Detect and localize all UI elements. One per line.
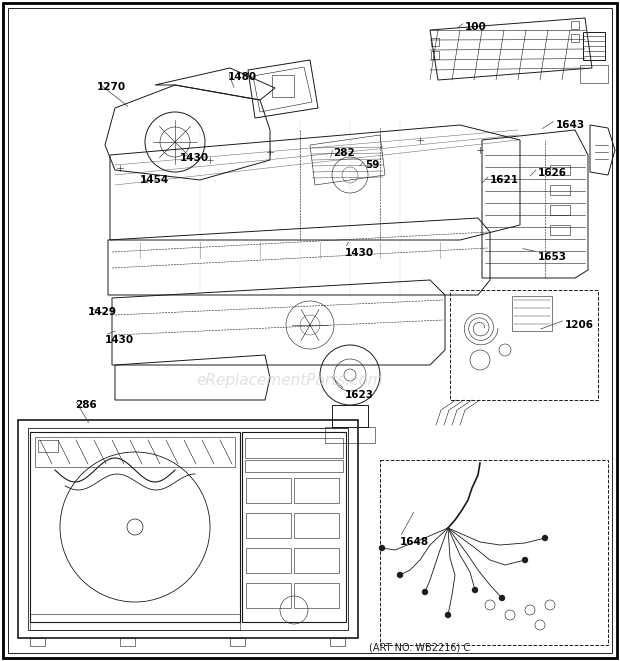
Text: 282: 282 (333, 148, 355, 158)
Bar (120, 638, 135, 646)
Bar (30, 614, 240, 630)
Text: 1621: 1621 (490, 175, 519, 185)
Text: 1270: 1270 (97, 82, 126, 92)
Bar (380, 460, 608, 645)
Text: 1430: 1430 (105, 335, 134, 345)
Bar (246, 548, 291, 573)
Bar (38, 440, 58, 452)
Bar (550, 205, 570, 215)
Circle shape (445, 612, 451, 618)
Text: 1430: 1430 (180, 153, 209, 163)
Text: 1429: 1429 (88, 307, 117, 317)
Text: 1480: 1480 (228, 72, 257, 82)
Text: 1206: 1206 (565, 320, 594, 330)
Bar (330, 638, 345, 646)
Circle shape (499, 595, 505, 601)
Bar (18, 420, 358, 638)
Bar (294, 583, 339, 608)
Text: 1653: 1653 (538, 252, 567, 262)
Text: 286: 286 (75, 400, 97, 410)
Bar (332, 405, 368, 427)
Circle shape (472, 587, 478, 593)
Text: 1430: 1430 (345, 248, 374, 258)
Bar (580, 65, 608, 83)
Circle shape (379, 545, 385, 551)
Bar (431, 51, 439, 59)
Bar (512, 296, 552, 331)
Bar (571, 34, 579, 42)
Bar (450, 290, 598, 400)
Bar (30, 638, 45, 646)
Text: 1643: 1643 (556, 120, 585, 130)
Bar (242, 432, 346, 622)
Bar (325, 427, 375, 443)
Text: 100: 100 (465, 22, 487, 32)
Bar (583, 32, 605, 60)
Circle shape (542, 535, 548, 541)
Text: eReplacementParts.com: eReplacementParts.com (197, 373, 383, 387)
Bar (30, 432, 240, 622)
Bar (246, 583, 291, 608)
Bar (246, 478, 291, 503)
Bar (294, 513, 339, 538)
Text: (ART NO. WB2216) C: (ART NO. WB2216) C (370, 643, 471, 653)
Bar (245, 460, 343, 472)
Bar (35, 437, 235, 467)
Circle shape (397, 572, 403, 578)
Circle shape (422, 589, 428, 595)
Circle shape (522, 557, 528, 563)
Bar (272, 75, 294, 97)
Bar (550, 185, 570, 195)
Bar (431, 38, 439, 46)
Bar (246, 513, 291, 538)
Text: 59: 59 (365, 160, 379, 170)
Text: 1648: 1648 (400, 537, 429, 547)
Bar (550, 165, 570, 175)
Bar (230, 638, 245, 646)
Bar (550, 225, 570, 235)
Text: 1623: 1623 (345, 390, 374, 400)
Bar (294, 478, 339, 503)
Text: 1626: 1626 (538, 168, 567, 178)
Bar (294, 548, 339, 573)
Bar (571, 21, 579, 29)
Text: 1454: 1454 (140, 175, 169, 185)
Bar (28, 428, 348, 630)
Bar (245, 438, 343, 458)
